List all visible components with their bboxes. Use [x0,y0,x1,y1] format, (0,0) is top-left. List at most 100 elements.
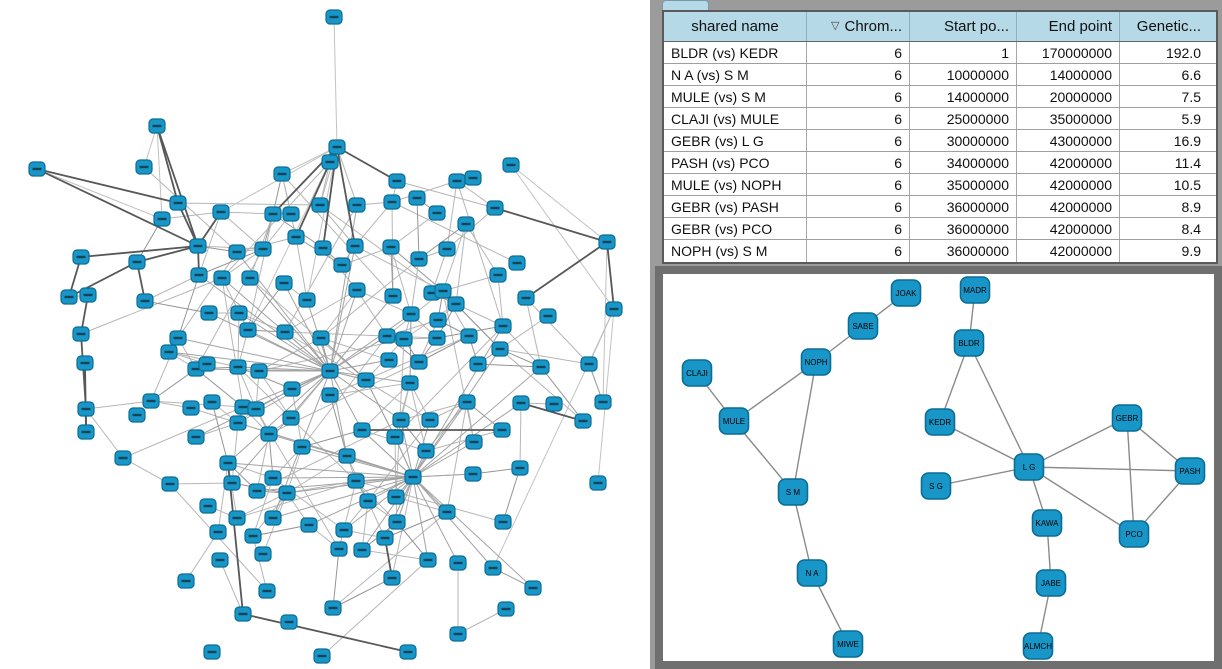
table-cell[interactable]: 35000000 [910,174,1017,195]
table-cell[interactable]: 170000000 [1017,42,1120,63]
overview-edge [252,535,268,592]
network-node-pco[interactable] [1118,520,1150,548]
table-cell[interactable]: 9.9 [1181,243,1201,259]
table-row[interactable]: NOPH (vs) S M 6 36000000 42000000 9.9 [664,240,1216,262]
table-cell[interactable]: 6 [807,152,910,173]
network-node-pash[interactable] [1174,457,1206,485]
table-cell[interactable]: 42000000 [1017,152,1120,173]
table-cell[interactable]: 8.4 [1181,220,1201,237]
table-row[interactable]: PASH (vs) PCO 6 34000000 42000000 11.4 [664,152,1216,174]
table-cell[interactable]: CLAJI (vs) MULE [664,108,807,129]
table-cell[interactable]: 10.5 [1173,176,1201,193]
network-node-bldr[interactable] [953,329,985,357]
table-cell[interactable]: 36000000 [910,196,1017,217]
network-node-claji[interactable] [681,359,713,387]
table-cell[interactable]: 14000000 [910,86,1017,107]
table-cell[interactable]: 7.5 [1181,88,1201,105]
network-detail-panel[interactable]: JOAK SABE NOPH CLAJI MULE S M N A MIWE MADR BLDR K… [655,266,1222,669]
table-cell[interactable]: 6 [807,64,910,85]
filter-icon[interactable]: ▽ [831,20,840,32]
table-cell[interactable]: 30000000 [910,130,1017,151]
table-cell[interactable]: 6 [807,174,910,195]
table-tab[interactable] [662,0,709,10]
overview-hub-edge [329,335,388,372]
table-cell[interactable]: 25000000 [910,108,1017,129]
table-row[interactable]: BLDR (vs) KEDR 6 1 170000000 192.0 [664,42,1216,64]
table-row[interactable]: N A (vs) S M 6 10000000 14000000 6.6 [664,64,1216,86]
node-label-smudge [207,650,217,654]
table-cell[interactable]: 20000000 [1017,86,1120,107]
network-node-miwe[interactable] [832,630,864,658]
table-cell[interactable]: 8.9 [1181,198,1201,215]
table-cell[interactable]: 42000000 [1017,174,1120,195]
table-cell[interactable]: 36000000 [910,240,1017,262]
column-header-1[interactable]: ▽ Chrom... [807,12,910,41]
network-node-madr[interactable] [959,276,991,304]
table-cell[interactable]: 6 [807,108,910,129]
table-row[interactable]: CLAJI (vs) MULE 6 25000000 35000000 5.9 [664,108,1216,130]
table-cell[interactable]: 10000000 [910,64,1017,85]
table-cell[interactable]: 36000000 [910,218,1017,239]
column-header-shared-name[interactable]: shared name [664,12,807,41]
table-cell[interactable]: 1 [910,42,1017,63]
network-node-noph[interactable] [800,348,832,376]
column-header-3[interactable]: End point [1017,12,1120,41]
table-cell[interactable]: BLDR (vs) KEDR [664,42,807,63]
table-cell[interactable]: 11.4 [1174,154,1201,171]
table-cell[interactable]: 42000000 [1017,196,1120,217]
network-node-s-m[interactable] [777,478,809,506]
table-cell[interactable]: 16.9 [1173,132,1201,149]
network-node-jabe[interactable] [1035,569,1067,597]
overview-edge [502,467,521,523]
column-header-label: Start po... [943,18,1009,35]
table-cell[interactable]: MULE (vs) S M [664,86,807,107]
table-cell[interactable]: 6 [807,86,910,107]
table-cell[interactable]: MULE (vs) NOPH [664,174,807,195]
table-cell[interactable]: 5.9 [1181,110,1201,127]
network-node-almch[interactable] [1022,632,1054,660]
network-node-gebr[interactable] [1111,404,1143,432]
table-row[interactable]: GEBR (vs) PCO 6 36000000 42000000 8.4 [664,218,1216,240]
table-row[interactable]: GEBR (vs) PASH 6 36000000 42000000 8.9 [664,196,1216,218]
network-node-l-g[interactable] [1013,453,1045,481]
table-cell[interactable]: 35000000 [1017,108,1120,129]
table-cell[interactable]: 6 [807,218,910,239]
table-row[interactable]: GEBR (vs) L G 6 30000000 43000000 16.9 [664,130,1216,152]
table-cell[interactable]: 34000000 [910,152,1017,173]
table-cell[interactable]: GEBR (vs) L G [664,130,807,151]
overview-edge [177,202,321,206]
table-cell[interactable]: NOPH (vs) S M [664,240,807,262]
network-node-sabe[interactable] [847,312,879,340]
node-label-smudge [361,378,371,382]
network-node-mule[interactable] [718,407,750,435]
column-header-2[interactable]: Start po... [910,12,1017,41]
table-cell[interactable]: 6 [807,42,910,63]
table-cell[interactable]: N A (vs) S M [664,64,807,85]
overview-hub-edge [412,476,494,569]
table-cell[interactable]: 6.6 [1181,66,1201,83]
table-cell[interactable]: PASH (vs) PCO [664,152,807,173]
overview-graph-canvas[interactable] [0,0,650,669]
table-cell[interactable]: 42000000 [1017,240,1120,262]
network-node-kawa[interactable] [1031,509,1063,537]
table-cell[interactable]: 192.0 [1165,44,1201,61]
network-overview-panel[interactable] [0,0,650,669]
table-cell[interactable]: 6 [807,240,910,262]
table-row[interactable]: MULE (vs) NOPH 6 35000000 42000000 10.5 [664,174,1216,196]
table-cell[interactable]: GEBR (vs) PASH [664,196,807,217]
network-node-s-g[interactable] [920,472,952,500]
network-node-joak[interactable] [890,279,922,307]
column-header-4[interactable]: Genetic... [1120,12,1208,41]
network-node-kedr[interactable] [924,408,956,436]
table-cell[interactable]: 43000000 [1017,130,1120,151]
table-row[interactable]: MULE (vs) S M 6 14000000 20000000 7.5 [664,86,1216,108]
network-node-n-a[interactable] [796,559,828,587]
node-label-smudge [515,466,525,470]
table-cell[interactable]: 42000000 [1017,218,1120,239]
table-cell[interactable]: 6 [807,196,910,217]
overview-hub-edge [329,289,358,372]
table-cell[interactable]: GEBR (vs) PCO [664,218,807,239]
table-cell[interactable]: 14000000 [1017,64,1120,85]
table-cell[interactable]: 6 [807,130,910,151]
detail-graph-canvas[interactable]: JOAK SABE NOPH CLAJI MULE S M N A MIWE MADR BLDR K… [663,274,1214,661]
